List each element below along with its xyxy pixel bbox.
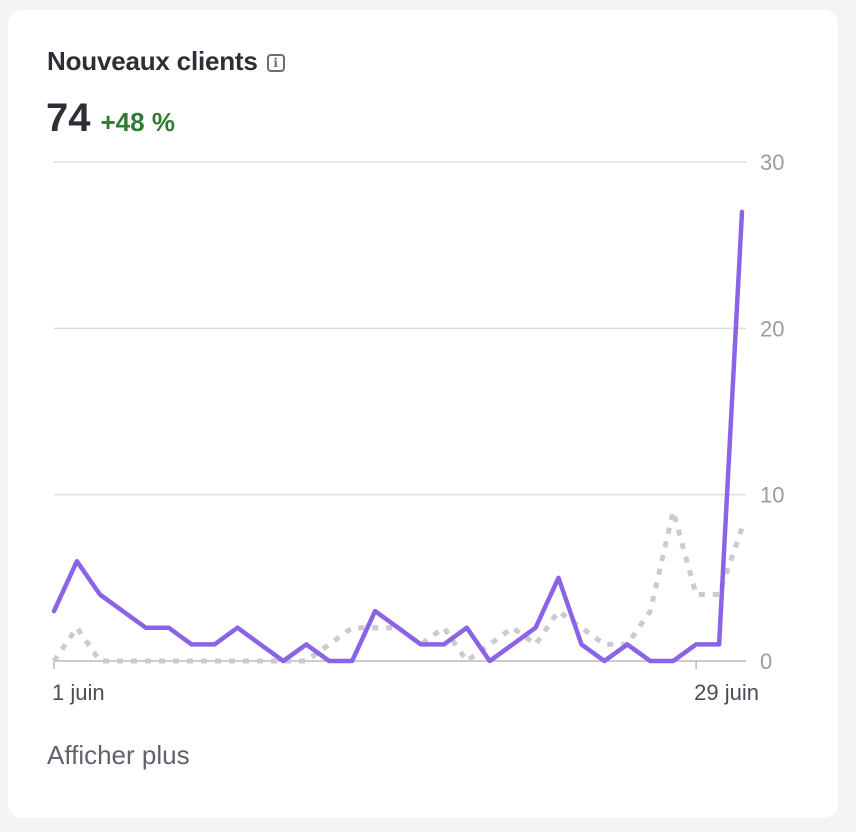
series-line-previous: [51, 508, 745, 664]
card-header: Nouveaux clients i: [47, 46, 285, 77]
y-tick-label-10: 10: [760, 483, 784, 508]
x-tick-label-0: 1 juin: [52, 680, 105, 705]
y-tick-label-0: 0: [760, 649, 772, 674]
x-tick-label-28: 29 juin: [694, 680, 759, 705]
metric-row: 74 +48 %: [46, 96, 175, 141]
y-tick-label-30: 30: [760, 150, 784, 175]
card-title: Nouveaux clients: [47, 46, 258, 76]
y-tick-label-20: 20: [760, 316, 784, 341]
show-more-link[interactable]: Afficher plus: [47, 740, 190, 770]
metric-delta: +48 %: [100, 107, 175, 137]
new-customers-card: Nouveaux clients i 74 +48 % Afficher plu…: [8, 10, 838, 818]
info-icon[interactable]: i: [266, 53, 285, 72]
metric-value: 74: [46, 96, 91, 140]
series-line-current: [51, 209, 745, 664]
